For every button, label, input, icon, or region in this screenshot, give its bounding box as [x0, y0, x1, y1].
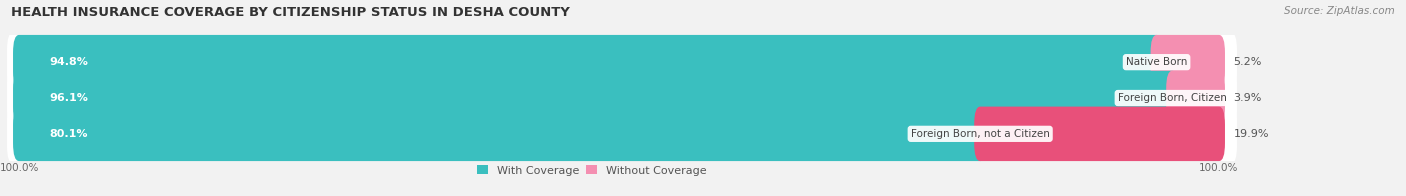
Text: 19.9%: 19.9% — [1233, 129, 1268, 139]
Text: Foreign Born, not a Citizen: Foreign Born, not a Citizen — [911, 129, 1050, 139]
Text: 96.1%: 96.1% — [49, 93, 89, 103]
FancyBboxPatch shape — [13, 107, 986, 161]
FancyBboxPatch shape — [13, 71, 1178, 125]
Text: 94.8%: 94.8% — [49, 57, 89, 67]
FancyBboxPatch shape — [1150, 35, 1225, 89]
Text: HEALTH INSURANCE COVERAGE BY CITIZENSHIP STATUS IN DESHA COUNTY: HEALTH INSURANCE COVERAGE BY CITIZENSHIP… — [11, 6, 569, 19]
Text: Foreign Born, Citizen: Foreign Born, Citizen — [1118, 93, 1226, 103]
Text: 3.9%: 3.9% — [1233, 93, 1261, 103]
Text: Source: ZipAtlas.com: Source: ZipAtlas.com — [1284, 6, 1395, 16]
FancyBboxPatch shape — [7, 68, 1237, 128]
FancyBboxPatch shape — [1166, 71, 1225, 125]
Text: 5.2%: 5.2% — [1233, 57, 1261, 67]
Text: Native Born: Native Born — [1126, 57, 1187, 67]
Legend: With Coverage, Without Coverage: With Coverage, Without Coverage — [475, 163, 709, 178]
FancyBboxPatch shape — [7, 104, 1237, 164]
Text: 80.1%: 80.1% — [49, 129, 87, 139]
FancyBboxPatch shape — [13, 35, 1163, 89]
FancyBboxPatch shape — [974, 107, 1225, 161]
FancyBboxPatch shape — [7, 32, 1237, 92]
